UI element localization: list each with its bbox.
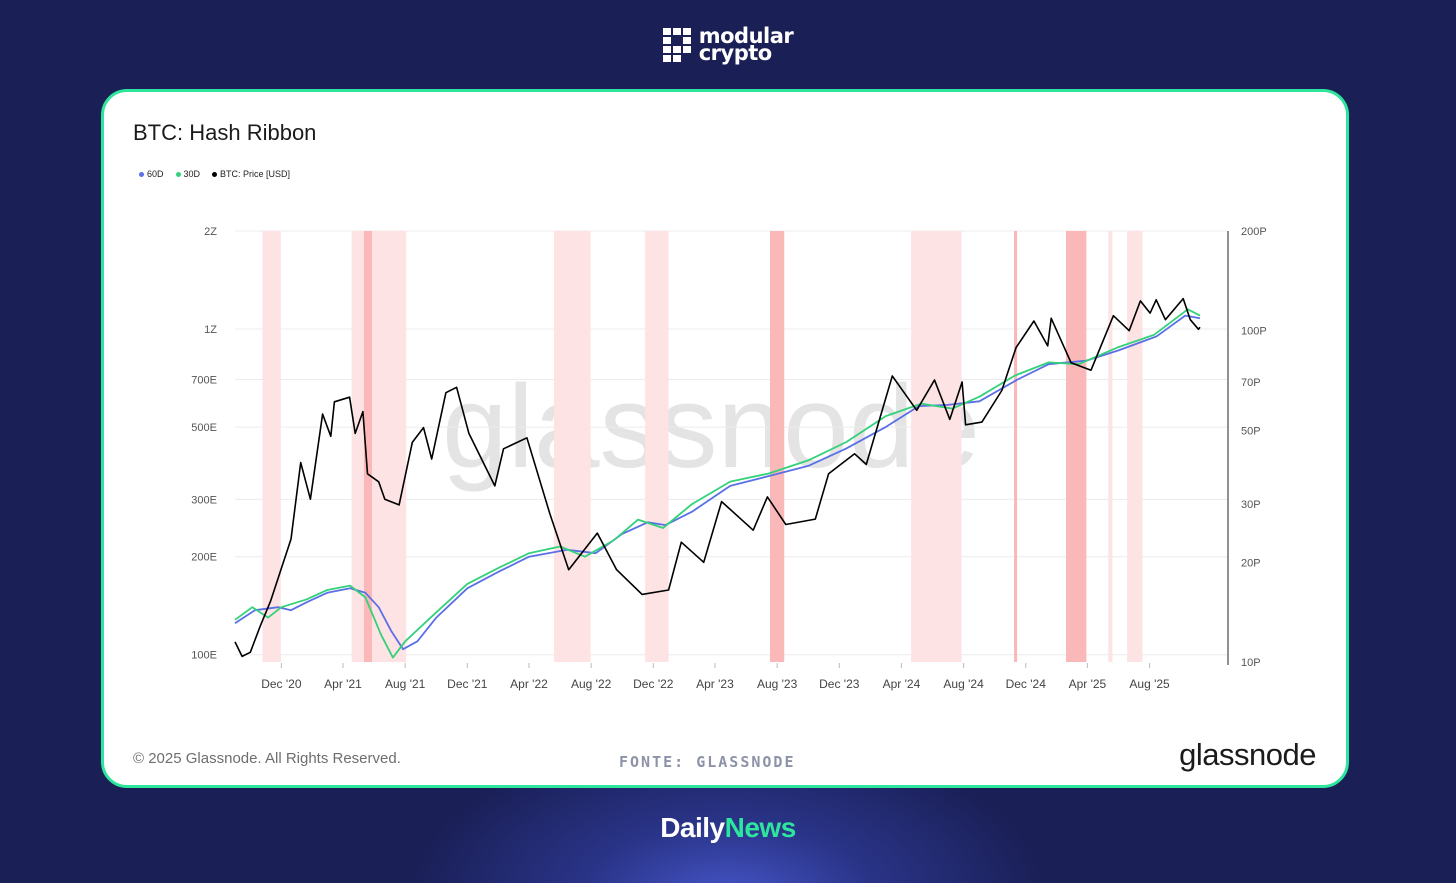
x-tick-label-13: Apr '25	[1069, 677, 1107, 691]
chart-title: BTC: Hash Ribbon	[133, 120, 317, 145]
y-right-tick-label-1: 20P	[1241, 557, 1261, 569]
y-left-tick-label-6: 2Z	[204, 226, 217, 238]
capitulation-band-11	[1065, 231, 1087, 662]
x-tick-label-9: Dec '23	[819, 677, 860, 691]
capitulation-band-5	[562, 231, 591, 662]
capitulation-band-3	[372, 231, 407, 662]
capitulation-band-13	[1127, 231, 1143, 662]
capitulation-band-7	[769, 231, 785, 662]
modular-crypto-logo: modular crypto	[0, 24, 1456, 65]
y-left-tick-label-5: 1Z	[204, 324, 217, 336]
legend-item-60d[interactable]: 60D	[139, 169, 164, 179]
modular-crypto-wordmark: modular crypto	[698, 24, 794, 65]
x-tick-label-3: Dec '21	[447, 677, 488, 691]
legend-dot-60d-icon	[139, 171, 144, 177]
y-left-tick-label-4: 700E	[191, 374, 217, 386]
capitulation-band-1	[351, 231, 364, 662]
y-right-tick-label-3: 50P	[1241, 425, 1261, 437]
capitulation-band-2	[363, 231, 373, 662]
y-left-tick-label-3: 500E	[191, 422, 217, 434]
series-30d-line	[234, 308, 1201, 659]
hash-ribbon-chart: glassnode100E200E300E500E700E1Z2Z10P20P3…	[191, 226, 1267, 691]
capitulation-band-4	[553, 231, 563, 662]
y-left-tick-label-0: 100E	[191, 650, 217, 662]
daily-news-part-2: News	[724, 812, 797, 843]
x-tick-label-2: Aug '21	[385, 677, 426, 691]
y-left-tick-label-2: 300E	[191, 494, 217, 506]
brand-line-2: crypto	[698, 41, 772, 65]
x-tick-label-14: Aug '25	[1129, 677, 1170, 691]
daily-news-part-1: Daily	[660, 812, 725, 843]
legend-label-price: BTC: Price [USD]	[220, 169, 291, 179]
x-tick-label-6: Dec '22	[633, 677, 674, 691]
legend-label-60d: 60D	[147, 169, 164, 179]
y-right-tick-label-2: 30P	[1241, 499, 1261, 511]
y-right-tick-label-4: 70P	[1241, 377, 1261, 389]
capitulation-band-9	[926, 231, 962, 662]
copyright-text: © 2025 Glassnode. All Rights Reserved.	[133, 750, 401, 767]
x-tick-label-8: Aug '23	[757, 677, 798, 691]
x-tick-label-7: Apr '23	[696, 677, 734, 691]
x-tick-label-10: Apr '24	[883, 677, 921, 691]
brand-line-1: modular	[698, 24, 794, 48]
y-right-tick-label-5: 100P	[1241, 326, 1267, 338]
glassnode-logo: glassnode	[1179, 737, 1316, 772]
series-price-line	[234, 297, 1201, 658]
x-tick-label-0: Dec '20	[261, 677, 302, 691]
legend-dot-30d-icon	[175, 171, 181, 177]
x-tick-label-4: Apr '22	[510, 677, 548, 691]
x-tick-label-11: Aug '24	[943, 677, 984, 691]
y-right-tick-label-6: 200P	[1241, 226, 1267, 238]
legend-label-30d: 30D	[183, 169, 201, 179]
capitulation-band-10	[1014, 231, 1018, 662]
capitulation-band-0	[262, 231, 281, 662]
legend-item-30d[interactable]: 30D	[175, 169, 201, 179]
y-right-tick-label-0: 10P	[1241, 657, 1261, 669]
chart-legend: 60D 30D BTC: Price [USD]	[139, 169, 290, 179]
daily-news-logo: DailyNews	[0, 812, 1456, 844]
x-tick-label-5: Aug '22	[571, 677, 612, 691]
y-left-tick-label-1: 200E	[191, 552, 217, 564]
modular-crypto-mark-icon	[662, 28, 691, 62]
x-tick-label-12: Dec '24	[1006, 677, 1047, 691]
legend-dot-price-icon	[212, 171, 218, 177]
source-label: FONTE: GLASSNODE	[619, 753, 796, 771]
legend-item-price[interactable]: BTC: Price [USD]	[212, 169, 290, 179]
capitulation-band-6	[645, 231, 669, 662]
chart-card: BTC: Hash Ribbon 60D 30D BTC: Price [USD…	[101, 89, 1349, 788]
capitulation-band-8	[911, 231, 927, 662]
x-tick-label-1: Apr '21	[324, 677, 362, 691]
capitulation-band-12	[1108, 231, 1113, 662]
